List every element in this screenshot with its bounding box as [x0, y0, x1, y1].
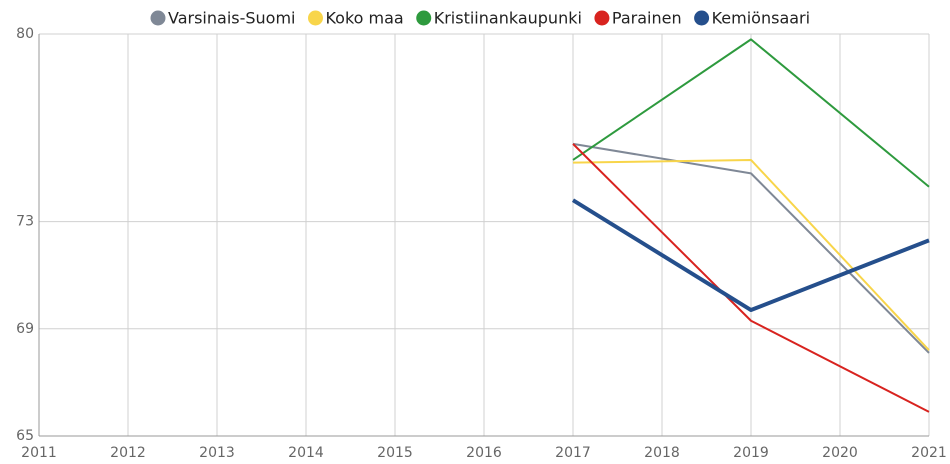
- legend-swatch: [594, 10, 610, 26]
- x-tick-label: 2015: [377, 445, 413, 461]
- legend-label: Varsinais-Suomi: [168, 9, 295, 28]
- legend-label: Koko maa: [325, 9, 403, 28]
- legend-swatch: [150, 10, 166, 26]
- series-line: [572, 143, 930, 413]
- series-line: [572, 38, 930, 188]
- x-tick-label: 2016: [466, 445, 502, 461]
- x-tick-label: 2014: [288, 445, 324, 461]
- legend-swatch: [694, 10, 710, 26]
- series-line: [571, 198, 930, 313]
- y-tick-label: 73: [16, 214, 34, 230]
- legend-swatch: [416, 10, 432, 26]
- legend-label: Kemiönsaari: [712, 9, 810, 28]
- y-tick-label: 80: [16, 26, 34, 42]
- x-tick-label: 2012: [110, 445, 146, 461]
- series-line: [572, 158, 930, 351]
- y-tick-label: 69: [16, 321, 34, 337]
- x-tick-label: 2019: [733, 445, 769, 461]
- y-tick-label: 65: [16, 428, 34, 444]
- x-tick-label: 2011: [21, 445, 57, 461]
- legend-label: Kristiinankaupunki: [434, 9, 582, 28]
- legend-label: Parainen: [612, 9, 682, 28]
- x-tick-label: 2013: [199, 445, 235, 461]
- x-tick-label: 2018: [644, 445, 680, 461]
- x-tick-label: 2017: [555, 445, 591, 461]
- x-tick-label: 2020: [822, 445, 858, 461]
- legend-swatch: [307, 10, 323, 26]
- series-line: [572, 142, 930, 354]
- x-tick-label: 2021: [911, 445, 947, 461]
